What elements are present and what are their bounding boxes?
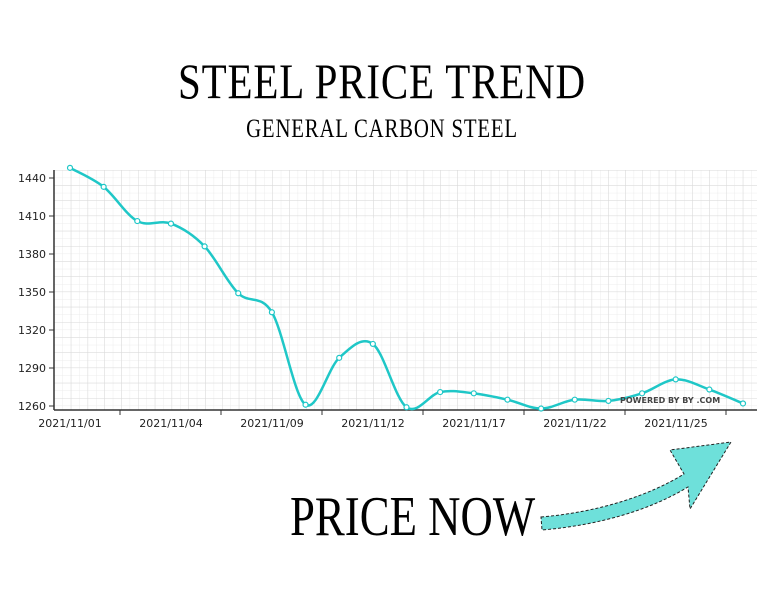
y-tick-label: 1410	[18, 210, 46, 223]
data-point	[605, 397, 612, 405]
data-point	[268, 309, 275, 316]
data-point	[369, 340, 376, 348]
data-point	[706, 386, 713, 393]
y-tick-label: 1440	[18, 172, 46, 185]
y-axis: 1260 1290 1320 1350 1380 1410 1440	[18, 170, 55, 413]
x-tick-label: 2021/11/17	[442, 417, 505, 430]
x-tick-label: 2021/11/22	[543, 417, 606, 430]
x-tick-label: 2021/11/25	[644, 417, 707, 430]
data-point	[504, 396, 511, 403]
y-tick-label: 1350	[18, 286, 46, 299]
price-now-label: PRICE NOW	[290, 486, 536, 548]
watermark: POWERED BY BY .COM	[620, 396, 720, 405]
chart-grid	[54, 170, 757, 410]
data-point	[235, 290, 242, 297]
data-point	[167, 220, 175, 227]
data-point	[336, 354, 343, 361]
x-tick-label: 2021/11/04	[139, 417, 202, 430]
data-point	[672, 376, 679, 383]
data-point	[134, 217, 141, 225]
page-subtitle: GENERAL CARBON STEEL	[246, 114, 518, 143]
data-point	[437, 388, 444, 396]
series-points	[66, 164, 747, 412]
x-tick-label: 2021/11/09	[240, 417, 303, 430]
data-point	[100, 183, 107, 190]
x-tick-label: 2021/11/01	[38, 417, 101, 430]
y-tick-label: 1320	[18, 324, 46, 337]
data-point	[571, 396, 578, 403]
data-point	[537, 405, 545, 412]
data-point	[66, 164, 74, 171]
data-point	[638, 390, 646, 397]
data-point	[403, 404, 410, 411]
data-point	[470, 390, 477, 397]
data-point	[739, 400, 747, 407]
data-point	[302, 401, 309, 408]
x-axis: 2021/11/01 2021/11/04 2021/11/09 2021/11/12…	[38, 409, 757, 430]
x-tick-label: 2021/11/12	[341, 417, 404, 430]
y-tick-label: 1380	[18, 248, 46, 261]
data-point	[201, 243, 208, 250]
series-line	[69, 166, 744, 411]
page-title: STEEL PRICE TREND	[177, 53, 587, 109]
y-tick-label: 1290	[18, 362, 46, 375]
y-tick-label: 1260	[18, 400, 46, 413]
